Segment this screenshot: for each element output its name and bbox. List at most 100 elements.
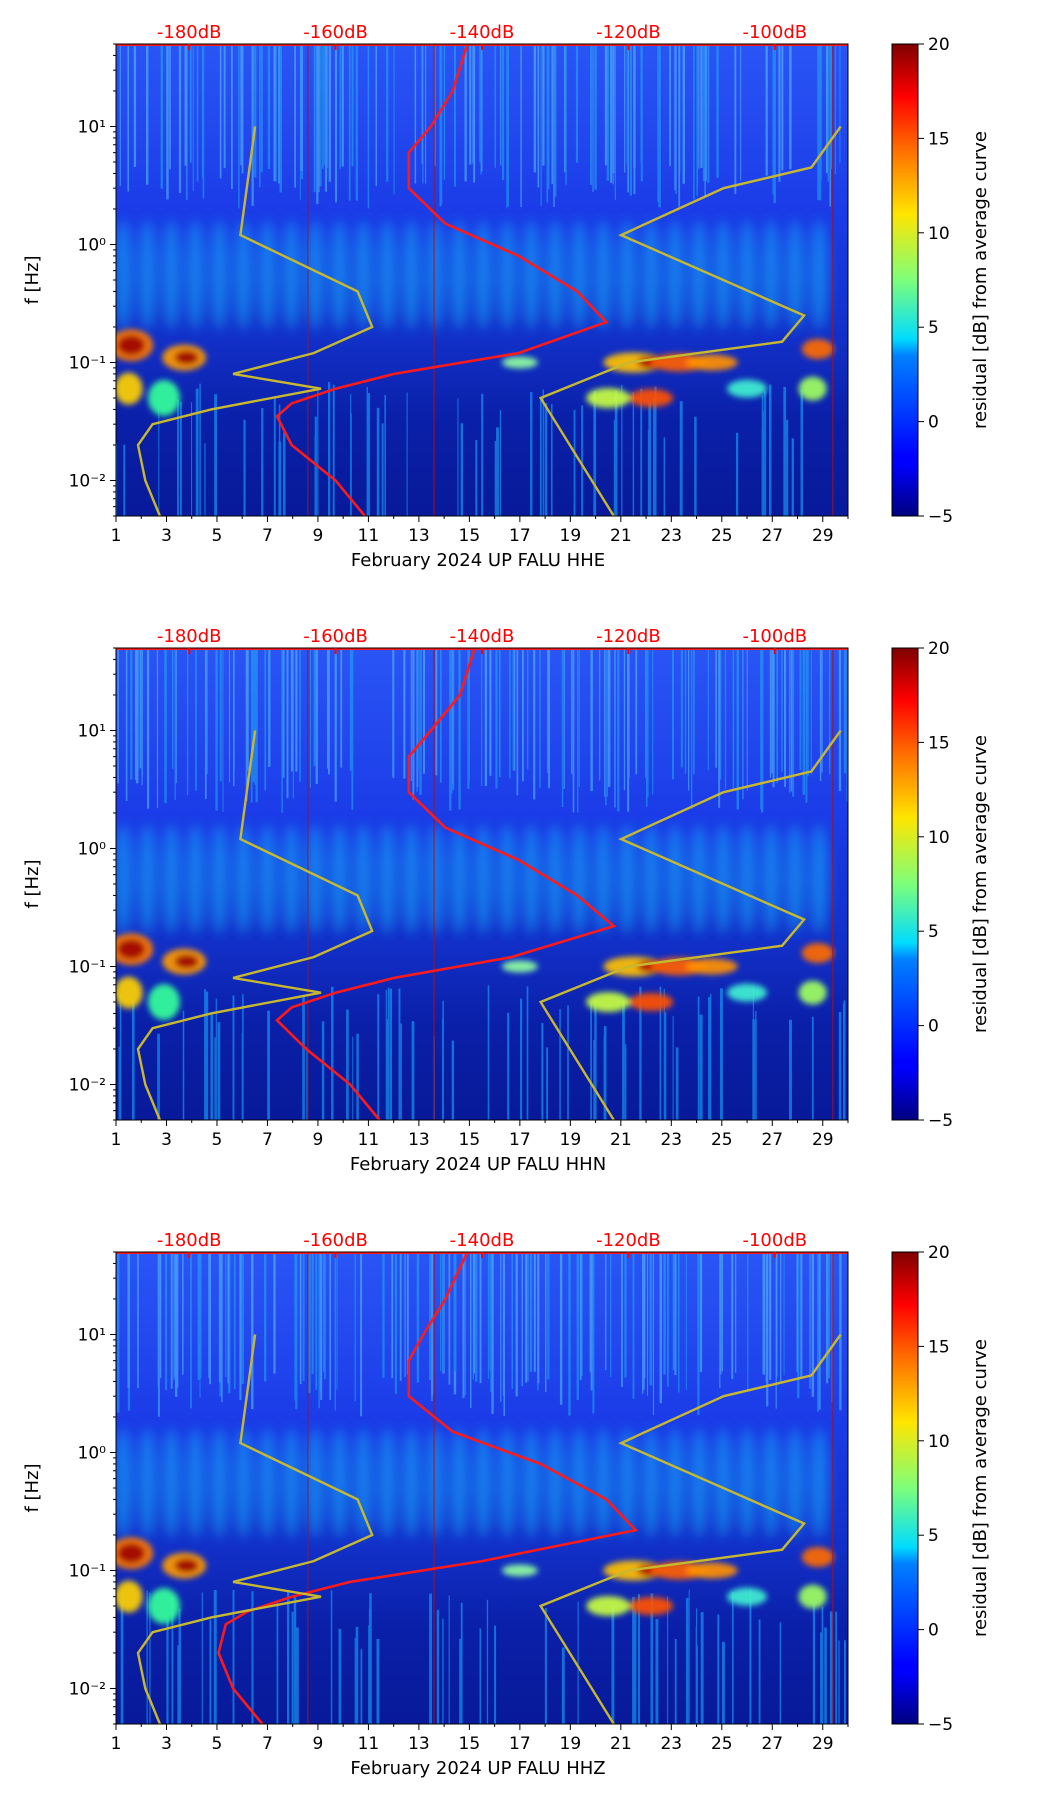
hotspot xyxy=(629,1597,674,1615)
y-tick-label: 10⁻² xyxy=(69,1679,106,1699)
hotspot xyxy=(685,958,738,975)
ridge-blob xyxy=(690,220,709,331)
ridge-blob xyxy=(618,1428,637,1539)
db-axis-label: -100dB xyxy=(742,626,807,647)
ridge-blob xyxy=(570,824,589,935)
ridge-blob xyxy=(666,220,685,331)
x-axis-label: February 2024 UP FALU HHZ xyxy=(350,1758,605,1779)
x-tick-label: 5 xyxy=(212,1130,223,1150)
colorbar-gradient xyxy=(891,43,919,517)
ridge-blob xyxy=(378,824,397,935)
colorbar: −5 0 5 10 15 20 residual [dB] from average cur… xyxy=(891,35,991,527)
hotspot xyxy=(147,380,180,416)
microseism-ridges xyxy=(116,220,828,331)
x-tick-label: 3 xyxy=(161,1130,172,1150)
noise-model-curve xyxy=(136,730,374,1120)
ridge-blob xyxy=(330,220,349,331)
hotspot xyxy=(798,376,827,401)
x-tick-label: 27 xyxy=(761,1130,783,1150)
ridge-blob xyxy=(785,1428,804,1539)
x-tick-label: 25 xyxy=(711,1130,733,1150)
y-tick-label: 10⁻¹ xyxy=(69,1561,106,1581)
x-tick-label: 15 xyxy=(459,1130,481,1150)
ridge-blob xyxy=(306,220,325,331)
ridge-blob xyxy=(690,1428,709,1539)
ridge-blob xyxy=(809,1428,828,1539)
colorbar-tick-label: 15 xyxy=(928,733,950,753)
hotspot xyxy=(174,350,199,365)
ridge-blob xyxy=(162,1428,181,1539)
hotspot xyxy=(801,339,834,360)
ridge-blob xyxy=(426,824,445,935)
y-tick-label: 10¹ xyxy=(78,721,106,741)
colorbar-tick-label: 20 xyxy=(928,35,950,55)
ridge-blob xyxy=(378,1428,397,1539)
ridge-blob xyxy=(306,1428,325,1539)
db-axis-label: -100dB xyxy=(742,1230,807,1251)
colorbar-tick-label: 10 xyxy=(928,828,950,848)
ridge-blob xyxy=(354,1428,373,1539)
x-tick-label: 7 xyxy=(262,526,273,546)
ridge-blob xyxy=(210,824,229,935)
db-axis-label: -160dB xyxy=(303,22,368,43)
ridge-blob xyxy=(474,824,493,935)
ridge-blob xyxy=(330,824,349,935)
y-tick-label: 10¹ xyxy=(78,117,106,137)
ridge-blob xyxy=(474,220,493,331)
db-axis-label: -140dB xyxy=(450,626,515,647)
hotspot xyxy=(685,354,738,371)
db-axis-label: -120dB xyxy=(596,626,661,647)
x-tick-label: 19 xyxy=(560,1734,582,1754)
x-tick-label: 13 xyxy=(408,1734,430,1754)
x-tick-label: 13 xyxy=(408,1130,430,1150)
y-tick-label: 10⁻¹ xyxy=(69,957,106,977)
x-tick-label: 1 xyxy=(111,1130,122,1150)
y-tick-label: 10⁻² xyxy=(69,1075,106,1095)
y-axis-label: f [Hz] xyxy=(22,859,43,908)
hotspot xyxy=(727,379,768,398)
hotspot xyxy=(801,1547,834,1568)
x-tick-label: 7 xyxy=(262,1130,273,1150)
ridge-blob xyxy=(186,220,205,331)
y-tick-label: 10⁰ xyxy=(78,1443,107,1463)
db-axis-label: -180dB xyxy=(157,22,222,43)
colorbar-tick-label: −5 xyxy=(928,507,953,527)
hotspot xyxy=(586,1596,631,1616)
x-tick-label: 3 xyxy=(161,1734,172,1754)
x-tick-label: 11 xyxy=(358,526,380,546)
x-tick-label: 9 xyxy=(313,1734,324,1754)
hotspot xyxy=(727,983,768,1002)
ridge-blob xyxy=(186,1428,205,1539)
x-tick-label: 21 xyxy=(610,526,632,546)
y-tick-label: 10⁰ xyxy=(78,235,107,255)
ridge-blob xyxy=(258,220,277,331)
ridge-blob xyxy=(714,1428,733,1539)
ridge-blob xyxy=(738,220,757,331)
colorbar-tick-label: 15 xyxy=(928,1337,950,1357)
db-axis-label: -120dB xyxy=(596,1230,661,1251)
ridge-blob xyxy=(714,824,733,935)
striations xyxy=(119,44,841,209)
y-axis-label: f [Hz] xyxy=(22,1463,43,1512)
ridge-blob xyxy=(809,824,828,935)
y-tick-label: 10⁰ xyxy=(78,839,107,859)
hotspot xyxy=(798,980,827,1005)
colorbar-tick-label: 15 xyxy=(928,129,950,149)
x-tick-label: 15 xyxy=(459,1734,481,1754)
x-tick-label: 21 xyxy=(610,1130,632,1150)
ridge-blob xyxy=(642,220,661,331)
ridge-blob xyxy=(306,824,325,935)
x-tick-label: 13 xyxy=(408,526,430,546)
x-tick-label: 5 xyxy=(212,1734,223,1754)
ridge-blob xyxy=(498,824,517,935)
hotspot xyxy=(586,388,631,408)
psd-curve xyxy=(275,648,617,1120)
microseism-hotspots xyxy=(116,933,834,1020)
colorbar-tick-label: 0 xyxy=(928,413,939,433)
hotspot xyxy=(629,993,674,1011)
hotspot xyxy=(117,335,146,356)
ridge-blob xyxy=(785,220,804,331)
ridge-blob xyxy=(354,824,373,935)
ridge-blob xyxy=(546,824,565,935)
hotspot xyxy=(147,984,180,1020)
